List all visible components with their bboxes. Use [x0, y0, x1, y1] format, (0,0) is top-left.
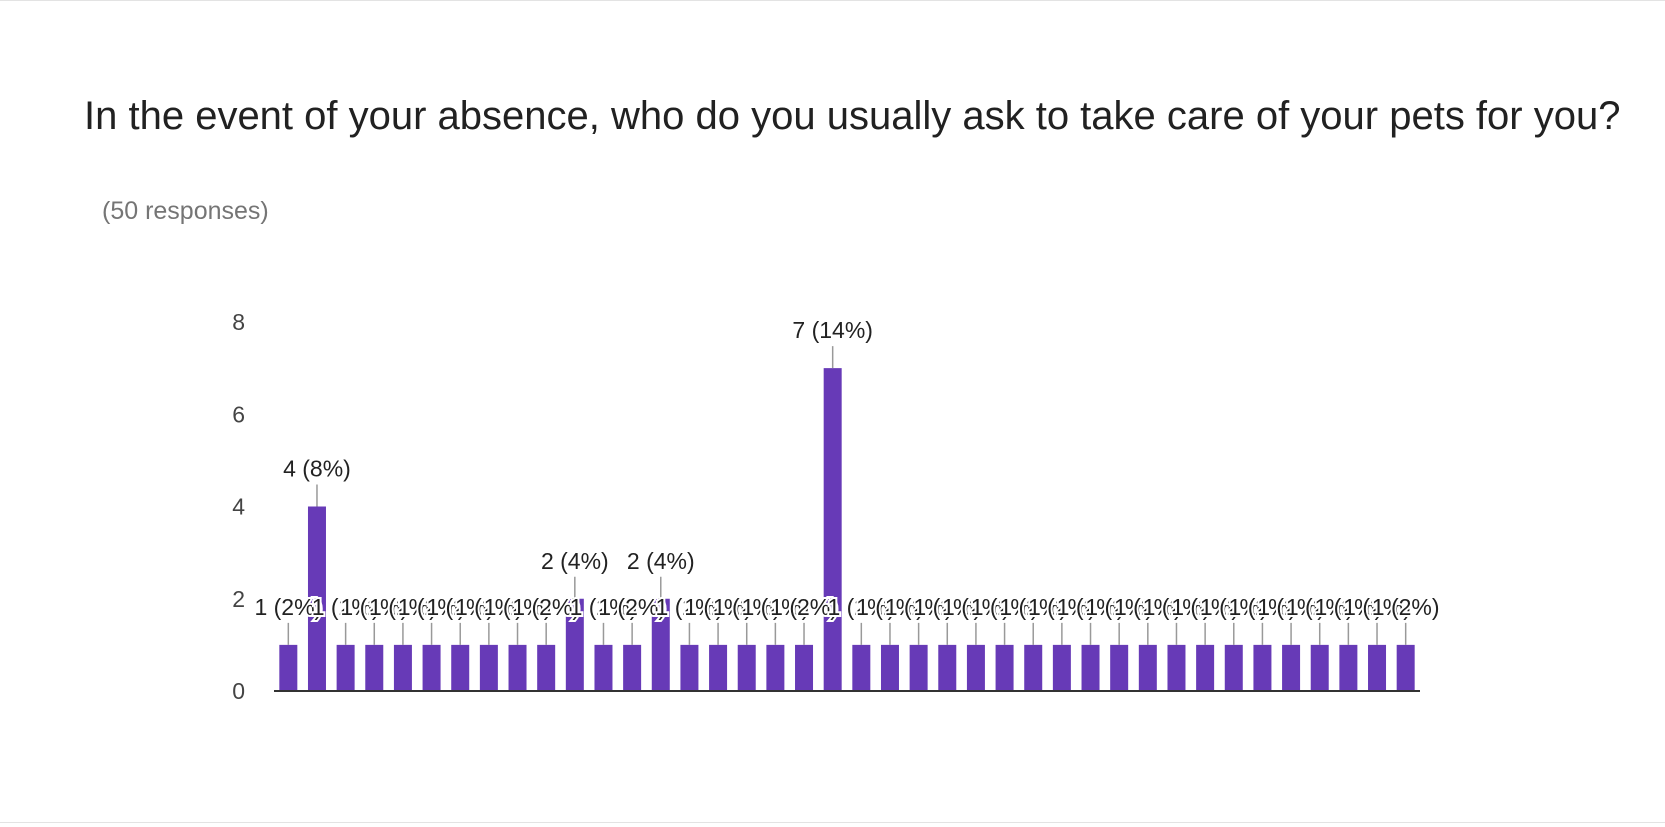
bar: [594, 644, 613, 691]
bar: [307, 506, 326, 691]
data-label: 1 (2%): [512, 594, 580, 620]
data-label: 1 (2%): [312, 594, 380, 620]
data-label: 1 (2%): [1057, 594, 1125, 620]
data-label: 1 (2%): [1028, 594, 1096, 620]
data-label: 1 (2%): [942, 594, 1010, 620]
data-label: 1 (2%): [1114, 594, 1182, 620]
bar: [1138, 644, 1157, 691]
bar: [680, 644, 699, 691]
bar: [623, 644, 642, 691]
data-label: 1 (2%): [455, 594, 523, 620]
bar: [508, 644, 527, 691]
bar: [1368, 644, 1387, 691]
data-label: 1 (2%): [1372, 594, 1440, 620]
bar: [795, 644, 814, 691]
bar: [766, 644, 785, 691]
y-tick-label: 2: [232, 586, 245, 612]
data-label: 1 (2%): [598, 594, 666, 620]
bar: [995, 644, 1014, 691]
data-label: 1 (2%): [971, 594, 1039, 620]
data-label: 1 (2%): [398, 594, 466, 620]
bar: [537, 644, 556, 691]
y-tick-label: 8: [232, 309, 245, 335]
data-label: 1 (2%): [1200, 594, 1268, 620]
data-label: 1 (2%): [254, 594, 322, 620]
data-label: 1 (2%): [885, 594, 953, 620]
bar: [336, 644, 355, 691]
data-label: 1 (2%): [1315, 594, 1383, 620]
data-label: 1 (2%): [1229, 594, 1297, 620]
bar: [823, 368, 842, 691]
data-label: 1 (2%): [856, 594, 924, 620]
data-label: 1 (2%): [1343, 594, 1411, 620]
data-label: 1 (2%): [742, 594, 810, 620]
data-label: 1 (2%): [1286, 594, 1354, 620]
data-label: 1 (2%): [656, 594, 724, 620]
bar: [1081, 644, 1100, 691]
data-label: 2 (4%): [541, 548, 609, 574]
bar: [1310, 644, 1329, 691]
bar: [909, 644, 928, 691]
bar: [451, 644, 470, 691]
bar: [1282, 644, 1301, 691]
bar: [479, 644, 498, 691]
data-label: 1 (2%): [684, 594, 752, 620]
data-label: 1 (2%): [1257, 594, 1325, 620]
y-tick-label: 6: [232, 401, 245, 427]
data-label: 1 (2%): [770, 594, 838, 620]
bar: [365, 644, 384, 691]
y-tick-label: 4: [232, 494, 245, 520]
data-label: 7 (14%): [792, 317, 873, 343]
bar: [852, 644, 871, 691]
chart-title: In the event of your absence, who do you…: [84, 94, 1621, 138]
bar: [966, 644, 985, 691]
data-label: 4 (8%): [283, 456, 351, 482]
data-label: 1 (2%): [713, 594, 781, 620]
bar: [1339, 644, 1358, 691]
bar: [1110, 644, 1129, 691]
data-label: 1 (2%): [340, 594, 408, 620]
data-label: 1 (2%): [999, 594, 1067, 620]
data-label: 1 (2%): [827, 594, 895, 620]
bar: [737, 644, 756, 691]
data-label: 1 (2%): [369, 594, 437, 620]
bar: [565, 598, 584, 691]
bar: [1224, 644, 1243, 691]
data-label: 1 (2%): [1085, 594, 1153, 620]
bar: [1253, 644, 1272, 691]
bar: [1024, 644, 1043, 691]
bar: [880, 644, 899, 691]
bar: [1196, 644, 1215, 691]
data-label: 1 (2%): [570, 594, 638, 620]
bar: [1052, 644, 1071, 691]
bar: [422, 644, 441, 691]
data-label: 1 (2%): [913, 594, 981, 620]
data-label: 1 (2%): [1143, 594, 1211, 620]
bar: [393, 644, 412, 691]
response-count: (50 responses): [102, 197, 269, 225]
data-label: 1 (2%): [1171, 594, 1239, 620]
bar: [1396, 644, 1415, 691]
data-label: 1 (2%): [426, 594, 494, 620]
bar: [938, 644, 957, 691]
data-label: 1 (2%): [484, 594, 552, 620]
bar: [279, 644, 298, 691]
bar: [651, 598, 670, 691]
data-label: 2 (4%): [627, 548, 695, 574]
y-tick-label: 0: [232, 678, 245, 704]
bar: [709, 644, 728, 691]
bar: [1167, 644, 1186, 691]
